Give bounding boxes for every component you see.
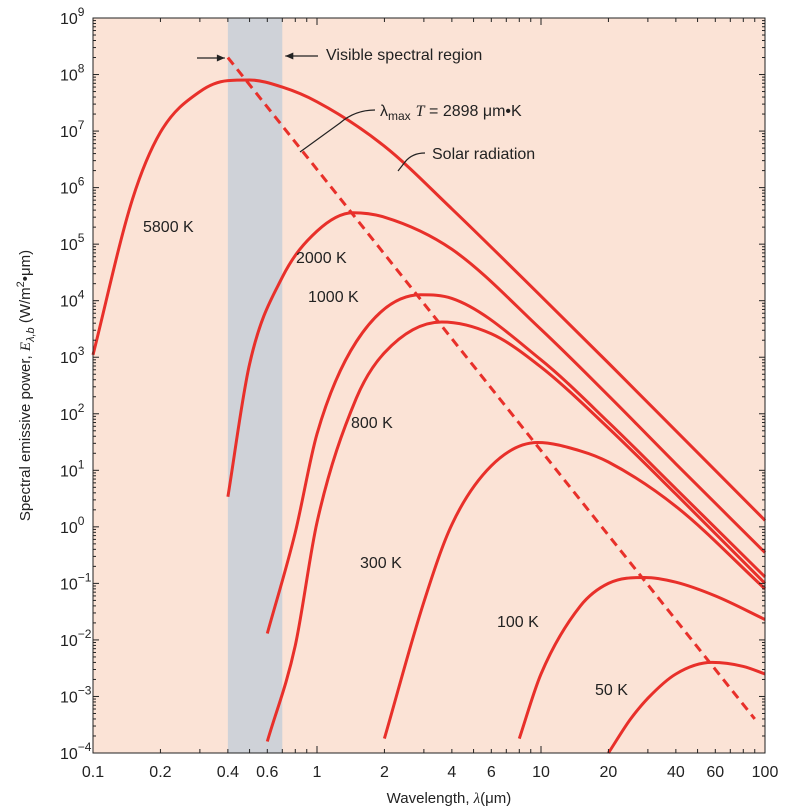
y-title-unit-sup: 2 [15, 281, 27, 287]
visible-spectral-band [227, 18, 283, 753]
y-title-unit-open: (W/m [17, 287, 34, 327]
x-tick-label: 0.2 [149, 764, 171, 781]
visible-region-label: Visible spectral region [326, 47, 482, 64]
y-tick-label: 100 [60, 514, 85, 537]
x-axis-title: Wavelength, λ(μm) [387, 790, 512, 807]
solar-leader-line [397, 152, 426, 172]
y-tick-label: 102 [60, 401, 85, 424]
y-tick-label: 104 [60, 288, 85, 311]
y-title-symbol: E [18, 342, 34, 352]
x-title-symbol: λ [473, 791, 481, 807]
axis-ticks: 10−410−310−210−1100101102103104105106107… [60, 5, 778, 781]
curve-label: 2000 K [296, 250, 347, 267]
x-tick-label: 0.1 [82, 764, 104, 781]
y-axis-title: Spectral emissive power, Eλ,b (W/m2•μm) [15, 250, 37, 521]
annotations: Visible spectral region Solar radiation … [197, 47, 535, 172]
wien-sub: max [388, 109, 411, 123]
curve-label: 1000 K [308, 289, 359, 306]
curve-1000k [265, 293, 767, 634]
plot-background [93, 18, 765, 753]
x-tick-label: 6 [487, 764, 496, 781]
curve-label: 800 K [351, 415, 393, 432]
y-tick-label: 107 [60, 118, 85, 141]
y-tick-label: 108 [60, 62, 85, 85]
x-tick-label: 100 [752, 764, 779, 781]
y-tick-label: 10−4 [60, 740, 92, 763]
y-tick-label: 109 [60, 5, 85, 28]
x-tick-label: 2 [380, 764, 389, 781]
curve-50k [607, 660, 766, 754]
x-tick-label: 10 [532, 764, 550, 781]
wien-leader-line [299, 109, 376, 153]
solar-radiation-label: Solar radiation [432, 146, 535, 163]
curve-label: 300 K [360, 555, 402, 572]
x-tick-label: 4 [447, 764, 456, 781]
x-tick-label: 40 [667, 764, 685, 781]
x-title-text: Wavelength, [387, 790, 474, 807]
curve-label: 5800 K [143, 219, 194, 236]
y-tick-label: 10−2 [60, 627, 92, 650]
arrowhead [216, 54, 225, 62]
y-title-unit-close: •μm) [17, 250, 34, 281]
y-title-sub: λ,b [25, 327, 37, 343]
x-title-unit: (μm) [480, 790, 511, 807]
x-tick-label: 60 [706, 764, 724, 781]
x-tick-label: 0.6 [256, 764, 278, 781]
x-tick-label: 1 [313, 764, 322, 781]
curve-800k [265, 320, 767, 742]
wien-T: T [416, 103, 426, 120]
x-tick-label: 20 [600, 764, 618, 781]
y-tick-label: 106 [60, 175, 85, 198]
y-tick-label: 10−1 [60, 570, 92, 593]
y-tick-label: 105 [60, 231, 85, 254]
curve-label: 50 K [595, 682, 628, 699]
y-tick-label: 10−3 [60, 683, 92, 706]
curve-label: 100 K [497, 614, 539, 631]
wien-lambda: λ [380, 103, 388, 120]
y-tick-label: 101 [60, 457, 85, 480]
wien-rest: = 2898 μm•K [425, 103, 522, 120]
arrowhead [285, 52, 294, 60]
plot-frame [92, 17, 766, 754]
curve-2000k [226, 211, 767, 554]
y-title-prefix: Spectral emissive power, [17, 351, 34, 521]
wien-law-label: λmax T = 2898 μm•K [380, 103, 522, 123]
wien-displacement-line [226, 56, 756, 720]
y-tick-label: 103 [60, 344, 85, 367]
curve-100k [517, 575, 766, 740]
x-tick-label: 0.4 [217, 764, 239, 781]
curves: 5800 K 2000 K 1000 K 800 K 300 K 100 K 50 K [91, 78, 767, 754]
curve-300k [382, 440, 767, 740]
curve-5800k [91, 78, 767, 522]
